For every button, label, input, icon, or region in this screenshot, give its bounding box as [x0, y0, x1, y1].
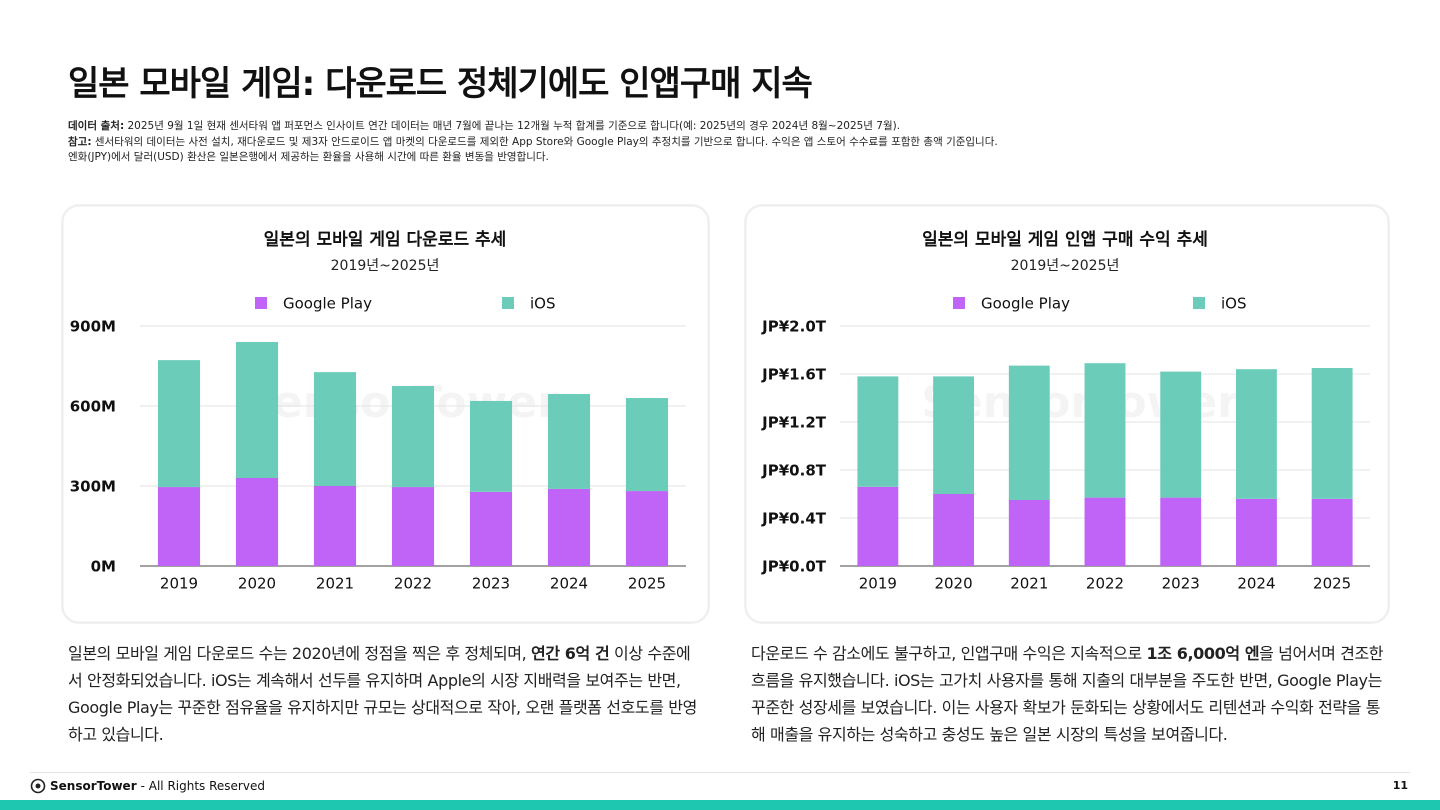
bar-segment [1084, 497, 1126, 566]
y-tick-label: JP¥0.0T [761, 558, 827, 576]
chart-title: 일본의 모바일 게임 다운로드 추세 [264, 229, 507, 250]
x-tick-label: 2024 [550, 575, 588, 593]
bar-segment [857, 376, 899, 487]
x-tick-label: 2025 [1313, 575, 1351, 593]
legend-swatch [255, 297, 267, 309]
chart-subtitle: 2019년~2025년 [1011, 258, 1120, 274]
x-tick-label: 2023 [472, 575, 510, 593]
note-line: 데이터 출처: 2025년 9월 1일 현재 센서타워 앱 퍼포먼스 인사이트 … [68, 119, 1368, 135]
bar-segment [933, 494, 975, 566]
bar-segment [391, 386, 435, 488]
footer-band [0, 800, 1440, 810]
x-tick-label: 2021 [316, 575, 354, 593]
bar-segment [1008, 365, 1050, 500]
y-tick-label: 600M [70, 398, 116, 416]
bar-segment [1235, 369, 1277, 499]
bar-segment [391, 487, 435, 566]
chart-subtitle: 2019년~2025년 [331, 258, 440, 274]
note-label: 참고: [68, 135, 92, 148]
bar-segment [469, 400, 513, 492]
page-number: 11 [1392, 779, 1408, 792]
body-text: 다운로드 수 감소에도 불구하고, 인앱구매 수익은 지속적으로 1조 6,00… [751, 640, 1391, 748]
note-text: 센서타워의 데이터는 사전 설치, 재다운로드 및 제3자 안드로이드 앱 마켓… [94, 135, 998, 148]
charts: 일본의 모바일 게임 다운로드 추세2019년~2025년SensorTower… [61, 204, 1390, 624]
x-tick-label: 2022 [1086, 575, 1124, 593]
x-tick-label: 2019 [859, 575, 897, 593]
bar-segment [1235, 498, 1277, 566]
legend-label: iOS [1221, 295, 1247, 313]
bar-segment [857, 486, 899, 566]
y-tick-label: JP¥1.2T [761, 414, 827, 432]
bar-segment [235, 478, 279, 566]
chart-card [62, 205, 709, 623]
bar-segment [547, 394, 591, 489]
x-tick-label: 2022 [394, 575, 432, 593]
y-tick-label: 900M [70, 318, 116, 336]
text-run: 일본의 모바일 게임 다운로드 수는 2020년에 정점을 찍은 후 정체되며, [68, 644, 531, 663]
bar-segment [933, 376, 975, 494]
bar-segment [625, 398, 669, 492]
logo-icon [30, 778, 46, 794]
emphasis: 1조 6,000억 엔 [1146, 644, 1260, 663]
x-tick-label: 2020 [934, 575, 972, 593]
legend-label: Google Play [283, 295, 372, 313]
bar-segment [1311, 498, 1353, 566]
bar-segment [1160, 497, 1202, 566]
x-tick-label: 2020 [238, 575, 276, 593]
legend-swatch [953, 297, 965, 309]
y-tick-label: JP¥2.0T [761, 318, 827, 336]
note-line: 엔화(JPY)에서 달러(USD) 환산은 일본은행에서 제공하는 환율을 사용… [68, 150, 1368, 166]
text-run: 이상 수준에서 안정화되었습니다. iOS는 계속해서 선두를 유지하며 App… [68, 644, 697, 744]
x-tick-label: 2021 [1010, 575, 1048, 593]
footer-rule [30, 772, 1410, 773]
bar-segment [313, 486, 357, 566]
bar-segment [469, 491, 513, 566]
note-text: 엔화(JPY)에서 달러(USD) 환산은 일본은행에서 제공하는 환율을 사용… [68, 151, 549, 163]
legend-label: Google Play [981, 295, 1070, 313]
y-tick-label: 0M [91, 558, 116, 576]
text-run: 을 넘어서며 견조한 흐름을 유지했습니다. iOS는 고가치 사용자를 통해 … [751, 644, 1384, 744]
body-text: 일본의 모바일 게임 다운로드 수는 2020년에 정점을 찍은 후 정체되며,… [68, 640, 700, 748]
y-tick-label: JP¥0.8T [761, 462, 827, 480]
footer: SensorTower - All Rights Reserved [30, 778, 265, 794]
emphasis: 연간 6억 건 [531, 644, 610, 663]
bar-segment [1160, 371, 1202, 498]
y-tick-label: JP¥1.6T [761, 366, 827, 384]
slide-title: 일본 모바일 게임: 다운로드 정체기에도 인앱구매 지속 [68, 64, 813, 104]
text-run: 다운로드 수 감소에도 불구하고, 인앱구매 수익은 지속적으로 [751, 644, 1147, 663]
legend-swatch [502, 297, 514, 309]
note-line: 참고: 센서타워의 데이터는 사전 설치, 재다운로드 및 제3자 안드로이드 … [68, 135, 1368, 151]
footer-brand: SensorTower [50, 779, 137, 793]
bar-segment [1084, 363, 1126, 498]
bar-segment [547, 488, 591, 566]
bar-segment [235, 342, 279, 478]
footer-rights: - All Rights Reserved [140, 779, 265, 793]
bar-segment [625, 491, 669, 566]
x-tick-label: 2023 [1162, 575, 1200, 593]
note-label: 데이터 출처: [68, 120, 125, 132]
chart-title: 일본의 모바일 게임 인앱 구매 수익 추세 [922, 229, 1208, 250]
y-tick-label: 300M [70, 478, 116, 496]
bar-segment [1008, 500, 1050, 566]
legend-swatch [1193, 297, 1205, 309]
bar-segment [1311, 368, 1353, 499]
x-tick-label: 2019 [160, 575, 198, 593]
x-tick-label: 2025 [628, 575, 666, 593]
note-text: 2025년 9월 1일 현재 센서타워 앱 퍼포먼스 인사이트 연간 데이터는 … [127, 120, 901, 132]
bar-segment [313, 372, 357, 486]
notes: 데이터 출처: 2025년 9월 1일 현재 센서타워 앱 퍼포먼스 인사이트 … [68, 119, 1368, 166]
legend-label: iOS [530, 295, 556, 313]
x-tick-label: 2024 [1237, 575, 1275, 593]
bar-segment [157, 360, 201, 488]
bar-segment [157, 487, 201, 566]
y-tick-label: JP¥0.4T [761, 510, 827, 528]
